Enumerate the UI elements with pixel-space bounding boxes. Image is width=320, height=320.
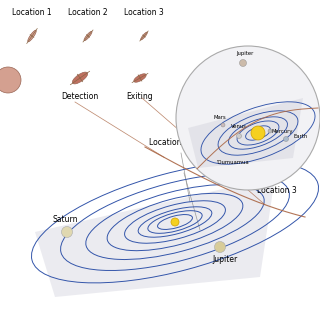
Text: Venus: Venus [231, 124, 247, 129]
Circle shape [176, 46, 320, 190]
Text: Jupiter: Jupiter [236, 51, 254, 56]
Circle shape [0, 67, 21, 93]
Text: 'Oumuamua: 'Oumuamua [217, 160, 249, 165]
Ellipse shape [134, 74, 146, 82]
Circle shape [171, 218, 179, 226]
Ellipse shape [84, 31, 92, 41]
Circle shape [239, 60, 246, 67]
Circle shape [251, 126, 265, 140]
Text: Saturn: Saturn [52, 215, 78, 224]
Text: Exiting: Exiting [127, 92, 153, 101]
Circle shape [214, 242, 226, 252]
Text: Location 2: Location 2 [68, 8, 108, 17]
Polygon shape [35, 177, 275, 297]
Text: Location 1: Location 1 [12, 8, 52, 17]
Circle shape [236, 133, 242, 139]
Circle shape [268, 129, 272, 133]
Text: Mars: Mars [214, 115, 226, 120]
Text: Earth: Earth [293, 134, 307, 140]
Ellipse shape [28, 30, 36, 42]
Text: Jupiter: Jupiter [212, 255, 238, 264]
Text: Location 3: Location 3 [257, 186, 297, 195]
Text: Location 3: Location 3 [124, 8, 164, 17]
Text: Mercury: Mercury [272, 129, 293, 133]
Text: Location 1: Location 1 [149, 139, 189, 148]
Polygon shape [188, 98, 303, 168]
Circle shape [61, 227, 73, 237]
Circle shape [284, 137, 289, 141]
Ellipse shape [72, 72, 88, 84]
Text: Detection: Detection [61, 92, 99, 101]
Circle shape [221, 123, 225, 127]
Ellipse shape [141, 32, 147, 40]
